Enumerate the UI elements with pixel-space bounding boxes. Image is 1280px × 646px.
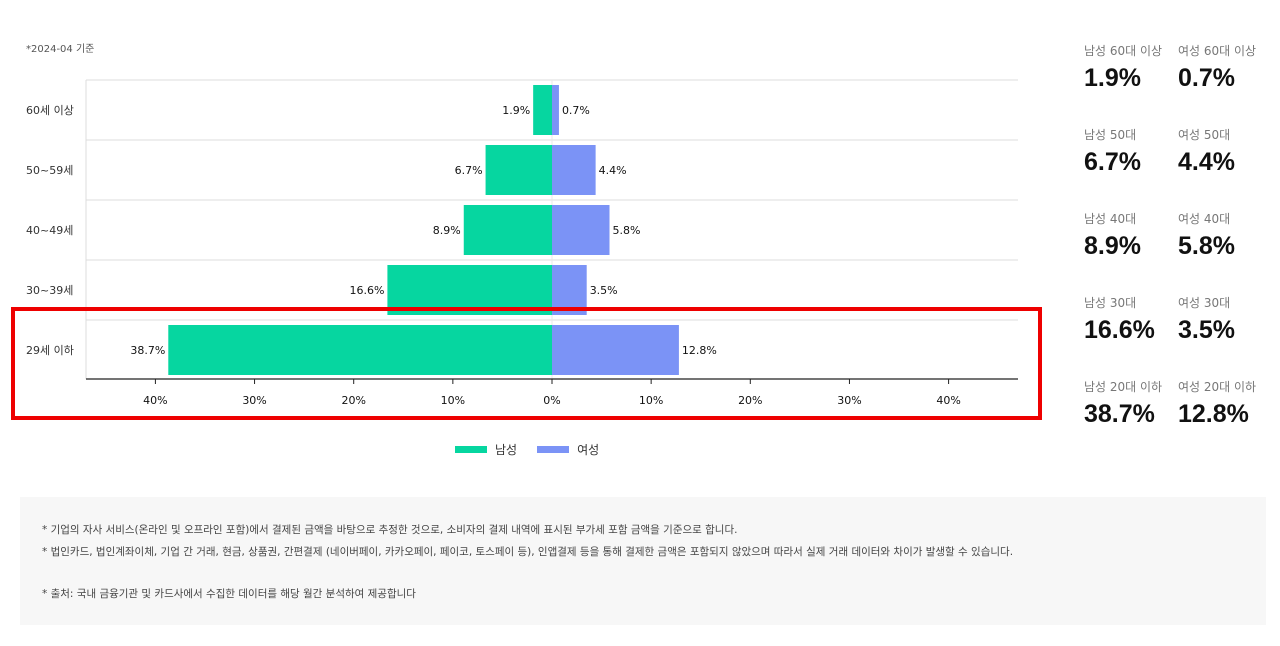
value-label-male: 16.6% xyxy=(349,284,384,297)
value-label-male: 1.9% xyxy=(502,104,530,117)
notes-box: * 기업의 자사 서비스(온라인 및 오프라인 포함)에서 결제된 금액을 바탕… xyxy=(20,497,1266,625)
chart-gridlines xyxy=(85,79,1018,379)
stat-row: 남성 30대 16.6% 여성 30대 3.5% xyxy=(1084,292,1274,376)
x-tick-label: 10% xyxy=(441,394,465,407)
stat-label: 여성 30대 xyxy=(1178,296,1231,310)
x-tick-label: 20% xyxy=(341,394,365,407)
legend-swatch-female xyxy=(537,446,570,453)
value-label-male: 8.9% xyxy=(433,224,461,237)
stat-label: 남성 60대 이상 xyxy=(1084,44,1163,58)
bar-male[interactable] xyxy=(485,145,552,195)
x-tick-label: 10% xyxy=(639,394,663,407)
category-label: 60세 이상 xyxy=(26,104,74,117)
stat-label: 여성 20대 이하 xyxy=(1178,380,1257,394)
legend-label-male: 남성 xyxy=(495,443,518,457)
stat-row: 남성 50대 6.7% 여성 50대 4.4% xyxy=(1084,124,1274,208)
chart-bars xyxy=(168,85,679,375)
chart-x-axis: 40% 30% 20% 10% 0% 10% 20% 30% 40% xyxy=(86,378,1018,407)
stat-value: 6.7% xyxy=(1084,148,1141,176)
stat-male: 남성 60대 이상 1.9% xyxy=(1084,40,1178,124)
stat-value: 8.9% xyxy=(1084,232,1141,260)
value-label-female: 5.8% xyxy=(613,224,641,237)
category-label: 50~59세 xyxy=(26,164,73,177)
population-pyramid-chart: 60세 이상 50~59세 40~49세 30~39세 29세 이하 1.9% 0.7% 6… xyxy=(26,79,1018,407)
bar-male[interactable] xyxy=(387,265,552,315)
stat-value: 12.8% xyxy=(1178,400,1249,428)
stat-male: 남성 40대 8.9% xyxy=(1084,208,1178,292)
stat-value: 5.8% xyxy=(1178,232,1235,260)
legend-item-female[interactable]: 여성 xyxy=(537,441,599,458)
stat-value: 1.9% xyxy=(1084,64,1141,92)
bar-male[interactable] xyxy=(533,85,552,135)
stat-female: 여성 50대 4.4% xyxy=(1178,124,1272,208)
stat-label: 여성 40대 xyxy=(1178,212,1231,226)
stat-row: 남성 40대 8.9% 여성 40대 5.8% xyxy=(1084,208,1274,292)
stat-value: 3.5% xyxy=(1178,316,1235,344)
category-label: 40~49세 xyxy=(26,224,73,237)
stat-label: 남성 40대 xyxy=(1084,212,1137,226)
chart-value-labels: 1.9% 0.7% 6.7% 4.4% 8.9% 5.8% 16.6% 3.5% 38.7% 12… xyxy=(130,104,717,357)
basis-date-note: *2024-04 기준 xyxy=(26,44,95,55)
stat-label: 남성 20대 이하 xyxy=(1084,380,1163,394)
category-label: 30~39세 xyxy=(26,284,73,297)
category-label: 29세 이하 xyxy=(26,343,74,357)
bar-female[interactable] xyxy=(552,205,610,255)
chart-legend: 남성 여성 xyxy=(455,441,619,458)
x-tick-label: 40% xyxy=(936,394,960,407)
stat-value: 0.7% xyxy=(1178,64,1235,92)
stat-female: 여성 20대 이하 12.8% xyxy=(1178,376,1272,460)
x-tick-label: 30% xyxy=(837,394,861,407)
stat-row: 남성 20대 이하 38.7% 여성 20대 이하 12.8% xyxy=(1084,376,1274,460)
stat-female: 여성 30대 3.5% xyxy=(1178,292,1272,376)
bar-male[interactable] xyxy=(463,205,552,255)
bar-male[interactable] xyxy=(168,325,552,375)
stat-label: 남성 50대 xyxy=(1084,128,1137,142)
chart-category-labels: 60세 이상 50~59세 40~49세 30~39세 29세 이하 xyxy=(26,104,74,357)
stat-value: 4.4% xyxy=(1178,148,1235,176)
stat-male: 남성 30대 16.6% xyxy=(1084,292,1178,376)
value-label-male: 38.7% xyxy=(130,344,165,357)
stat-value: 38.7% xyxy=(1084,400,1155,428)
side-stats-panel: 남성 60대 이상 1.9% 여성 60대 이상 0.7% 남성 50대 6.7… xyxy=(1084,40,1274,460)
bar-female[interactable] xyxy=(552,325,679,375)
bar-female[interactable] xyxy=(552,265,587,315)
note-line: * 기업의 자사 서비스(온라인 및 오프라인 포함)에서 결제된 금액을 바탕… xyxy=(42,524,738,536)
stat-value: 16.6% xyxy=(1084,316,1155,344)
value-label-female: 4.4% xyxy=(599,164,627,177)
stat-label: 여성 60대 이상 xyxy=(1178,44,1257,58)
stat-label: 여성 50대 xyxy=(1178,128,1231,142)
x-tick-label: 30% xyxy=(242,394,266,407)
stat-female: 여성 40대 5.8% xyxy=(1178,208,1272,292)
value-label-female: 12.8% xyxy=(682,344,717,357)
stat-female: 여성 60대 이상 0.7% xyxy=(1178,40,1272,124)
bar-female[interactable] xyxy=(552,145,596,195)
stat-male: 남성 50대 6.7% xyxy=(1084,124,1178,208)
x-tick-label: 40% xyxy=(143,394,167,407)
note-line: * 법인카드, 법인계좌이체, 기업 간 거래, 현금, 상품권, 간편결제 (… xyxy=(42,546,1014,558)
legend-item-male[interactable]: 남성 xyxy=(455,441,517,458)
stat-label: 남성 30대 xyxy=(1084,296,1137,310)
value-label-female: 3.5% xyxy=(590,284,618,297)
legend-label-female: 여성 xyxy=(577,443,600,457)
value-label-male: 6.7% xyxy=(455,164,483,177)
highlight-box xyxy=(11,307,1042,420)
stat-male: 남성 20대 이하 38.7% xyxy=(1084,376,1178,460)
bar-female[interactable] xyxy=(552,85,559,135)
source-note: * 출처: 국내 금융기관 및 카드사에서 수집한 데이터를 해당 월간 분석하… xyxy=(42,588,416,600)
legend-swatch-male xyxy=(455,446,487,453)
stat-row: 남성 60대 이상 1.9% 여성 60대 이상 0.7% xyxy=(1084,40,1274,124)
x-tick-label: 20% xyxy=(738,394,762,407)
value-label-female: 0.7% xyxy=(562,104,590,117)
x-tick-label: 0% xyxy=(543,394,560,407)
